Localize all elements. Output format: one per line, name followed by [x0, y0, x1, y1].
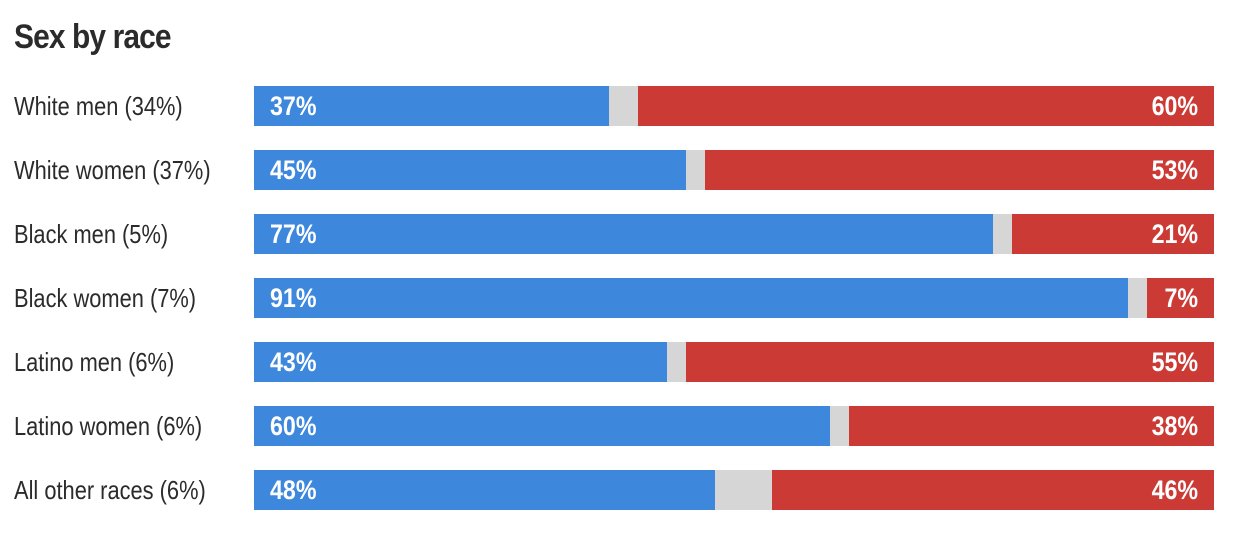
row-label: Latino women (6%) [14, 411, 203, 441]
bar-segment-red [638, 86, 1214, 126]
bar-segment-blue [254, 470, 715, 510]
value-label-blue: 91% [270, 283, 317, 313]
value-label-red: 7% [1164, 283, 1198, 313]
value-label-blue: 60% [270, 411, 317, 441]
value-label-blue: 77% [270, 219, 317, 249]
bar-track: 48% 46% [254, 470, 1214, 510]
bar-segment-blue [254, 406, 830, 446]
bar-segment-red [686, 342, 1214, 382]
value-label-red: 21% [1151, 219, 1198, 249]
value-label-red: 46% [1151, 475, 1198, 505]
chart-title: Sex by race [14, 18, 172, 56]
bar-segment-blue [254, 278, 1128, 318]
value-label-red: 38% [1151, 411, 1198, 441]
value-label-blue: 37% [270, 91, 317, 121]
value-label-red: 53% [1151, 155, 1198, 185]
row-label: All other races (6%) [14, 475, 206, 505]
bar-track: 60% 38% [254, 406, 1214, 446]
row-label: Black men (5%) [14, 219, 169, 249]
row-label: White men (34%) [14, 91, 183, 121]
value-label-blue: 45% [270, 155, 317, 185]
row-label: White women (37%) [14, 155, 211, 185]
bar-segment-blue [254, 86, 610, 126]
bar-segment-red [705, 150, 1214, 190]
bar-segment-red [849, 406, 1214, 446]
row-label: Black women (7%) [14, 283, 197, 313]
value-label-blue: 43% [270, 347, 317, 377]
bar-segment-blue [254, 342, 667, 382]
bar-segment-red [1012, 214, 1214, 254]
bar-track: 77% 21% [254, 214, 1214, 254]
bar-track: 45% 53% [254, 150, 1214, 190]
value-label-red: 55% [1151, 347, 1198, 377]
bar-segment-red [772, 470, 1214, 510]
bar-segment-blue [254, 214, 994, 254]
bar-segment-blue [254, 150, 686, 190]
row-label: Latino men (6%) [14, 347, 175, 377]
bar-track: 91% 7% [254, 278, 1214, 318]
bar-track: 37% 60% [254, 86, 1214, 126]
value-label-red: 60% [1151, 91, 1198, 121]
bar-track: 43% 55% [254, 342, 1214, 382]
value-label-blue: 48% [270, 475, 317, 505]
bar-segment-red [1146, 278, 1214, 318]
